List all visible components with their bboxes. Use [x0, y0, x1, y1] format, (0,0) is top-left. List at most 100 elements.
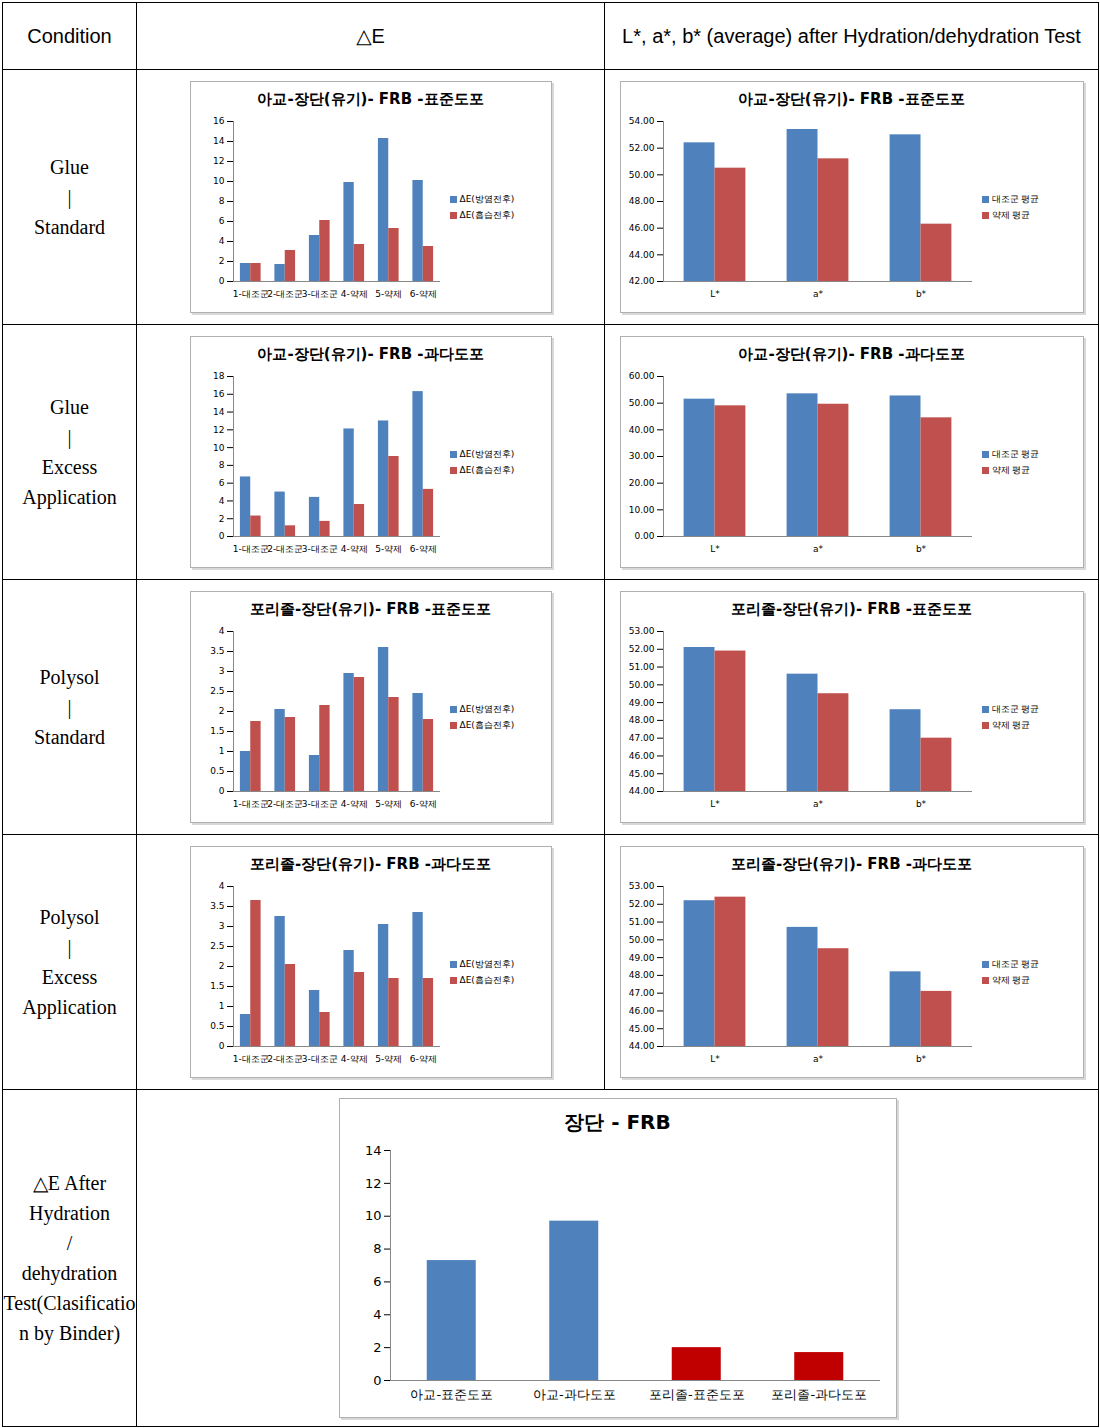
svg-text:2-대조군: 2-대조군 — [267, 1054, 303, 1064]
svg-text:8: 8 — [218, 460, 224, 470]
svg-text:2: 2 — [218, 514, 224, 524]
svg-text:49.00: 49.00 — [628, 697, 654, 707]
svg-text:48.00: 48.00 — [628, 970, 654, 980]
svg-text:8: 8 — [218, 196, 224, 206]
svg-text:b*: b* — [915, 1054, 926, 1064]
svg-text:51.00: 51.00 — [628, 917, 654, 927]
svg-text:a*: a* — [812, 799, 823, 809]
svg-text:4-약제: 4-약제 — [340, 289, 367, 299]
svg-text:54.00: 54.00 — [628, 116, 654, 126]
svg-text:52.00: 52.00 — [628, 143, 654, 153]
svg-text:4-약제: 4-약제 — [340, 544, 367, 554]
svg-text:45.00: 45.00 — [628, 1024, 654, 1034]
svg-text:48.00: 48.00 — [628, 196, 654, 206]
svg-text:1-대조군: 1-대조군 — [232, 1054, 268, 1064]
svg-text:20.00: 20.00 — [628, 478, 654, 488]
svg-text:10: 10 — [364, 1208, 381, 1223]
svg-text:3-대조군: 3-대조군 — [301, 1054, 337, 1064]
svg-text:6: 6 — [218, 216, 224, 226]
svg-text:6: 6 — [218, 478, 224, 488]
svg-text:6-약제: 6-약제 — [409, 289, 436, 299]
svg-text:50.00: 50.00 — [628, 398, 654, 408]
svg-text:1: 1 — [218, 1001, 224, 1011]
svg-text:4: 4 — [218, 496, 224, 506]
svg-text:2.5: 2.5 — [210, 941, 224, 951]
svg-text:6-약제: 6-약제 — [409, 799, 436, 809]
svg-text:b*: b* — [915, 289, 926, 299]
svg-text:60.00: 60.00 — [628, 371, 654, 381]
svg-text:46.00: 46.00 — [628, 751, 654, 761]
svg-text:L*: L* — [710, 289, 720, 299]
svg-text:44.00: 44.00 — [628, 250, 654, 260]
svg-text:0: 0 — [218, 1041, 224, 1051]
svg-text:12: 12 — [364, 1176, 381, 1191]
svg-text:47.00: 47.00 — [628, 988, 654, 998]
svg-text:48.00: 48.00 — [628, 715, 654, 725]
svg-text:49.00: 49.00 — [628, 952, 654, 962]
svg-text:30.00: 30.00 — [628, 451, 654, 461]
svg-text:50.00: 50.00 — [628, 170, 654, 180]
svg-text:46.00: 46.00 — [628, 1006, 654, 1016]
svg-text:0: 0 — [218, 786, 224, 796]
svg-text:16: 16 — [213, 116, 225, 126]
svg-text:44.00: 44.00 — [628, 1041, 654, 1051]
svg-text:4: 4 — [373, 1307, 381, 1322]
svg-text:포리졸-과다도포: 포리졸-과다도포 — [771, 1387, 867, 1402]
svg-text:b*: b* — [915, 544, 926, 554]
svg-text:L*: L* — [710, 1054, 720, 1064]
svg-text:2: 2 — [373, 1340, 381, 1355]
svg-text:아교-과다도포: 아교-과다도포 — [532, 1387, 615, 1402]
svg-text:6: 6 — [373, 1274, 381, 1289]
svg-text:14: 14 — [364, 1143, 381, 1158]
svg-text:46.00: 46.00 — [628, 223, 654, 233]
svg-text:12: 12 — [213, 156, 224, 166]
svg-text:44.00: 44.00 — [628, 786, 654, 796]
svg-text:4: 4 — [218, 881, 224, 891]
svg-text:10.00: 10.00 — [628, 505, 654, 515]
svg-text:4: 4 — [218, 236, 224, 246]
svg-text:4-약제: 4-약제 — [340, 1054, 367, 1064]
svg-text:14: 14 — [213, 407, 225, 417]
svg-text:14: 14 — [213, 136, 225, 146]
svg-text:3: 3 — [218, 666, 224, 676]
svg-text:1-대조군: 1-대조군 — [232, 799, 268, 809]
svg-text:3.5: 3.5 — [210, 646, 224, 656]
svg-text:a*: a* — [812, 289, 823, 299]
svg-text:L*: L* — [710, 544, 720, 554]
svg-text:10: 10 — [213, 176, 225, 186]
svg-text:5-약제: 5-약제 — [375, 799, 402, 809]
svg-text:0: 0 — [218, 531, 224, 541]
svg-text:2: 2 — [218, 961, 224, 971]
svg-text:L*: L* — [710, 799, 720, 809]
svg-text:3.5: 3.5 — [210, 901, 224, 911]
svg-text:3: 3 — [218, 921, 224, 931]
svg-text:1.5: 1.5 — [210, 726, 224, 736]
svg-text:51.00: 51.00 — [628, 662, 654, 672]
svg-text:포리졸-표준도포: 포리졸-표준도포 — [648, 1387, 744, 1402]
svg-text:40.00: 40.00 — [628, 425, 654, 435]
svg-text:1-대조군: 1-대조군 — [232, 544, 268, 554]
svg-text:아교-표준도포: 아교-표준도포 — [410, 1387, 493, 1402]
svg-text:53.00: 53.00 — [628, 626, 654, 636]
svg-text:1-대조군: 1-대조군 — [232, 289, 268, 299]
svg-text:0: 0 — [218, 276, 224, 286]
svg-text:3-대조군: 3-대조군 — [301, 799, 337, 809]
svg-text:0.00: 0.00 — [634, 531, 654, 541]
svg-text:52.00: 52.00 — [628, 899, 654, 909]
svg-text:4: 4 — [218, 626, 224, 636]
svg-text:18: 18 — [213, 371, 225, 381]
svg-text:16: 16 — [213, 389, 225, 399]
svg-text:1: 1 — [218, 746, 224, 756]
svg-text:a*: a* — [812, 544, 823, 554]
svg-text:45.00: 45.00 — [628, 769, 654, 779]
svg-text:12: 12 — [213, 425, 224, 435]
svg-text:6-약제: 6-약제 — [409, 1054, 436, 1064]
svg-text:0: 0 — [373, 1373, 381, 1388]
svg-text:0.5: 0.5 — [210, 766, 224, 776]
svg-text:a*: a* — [812, 1054, 823, 1064]
svg-text:2.5: 2.5 — [210, 686, 224, 696]
svg-text:2: 2 — [218, 256, 224, 266]
svg-text:1.5: 1.5 — [210, 981, 224, 991]
svg-text:5-약제: 5-약제 — [375, 1054, 402, 1064]
svg-text:6-약제: 6-약제 — [409, 544, 436, 554]
